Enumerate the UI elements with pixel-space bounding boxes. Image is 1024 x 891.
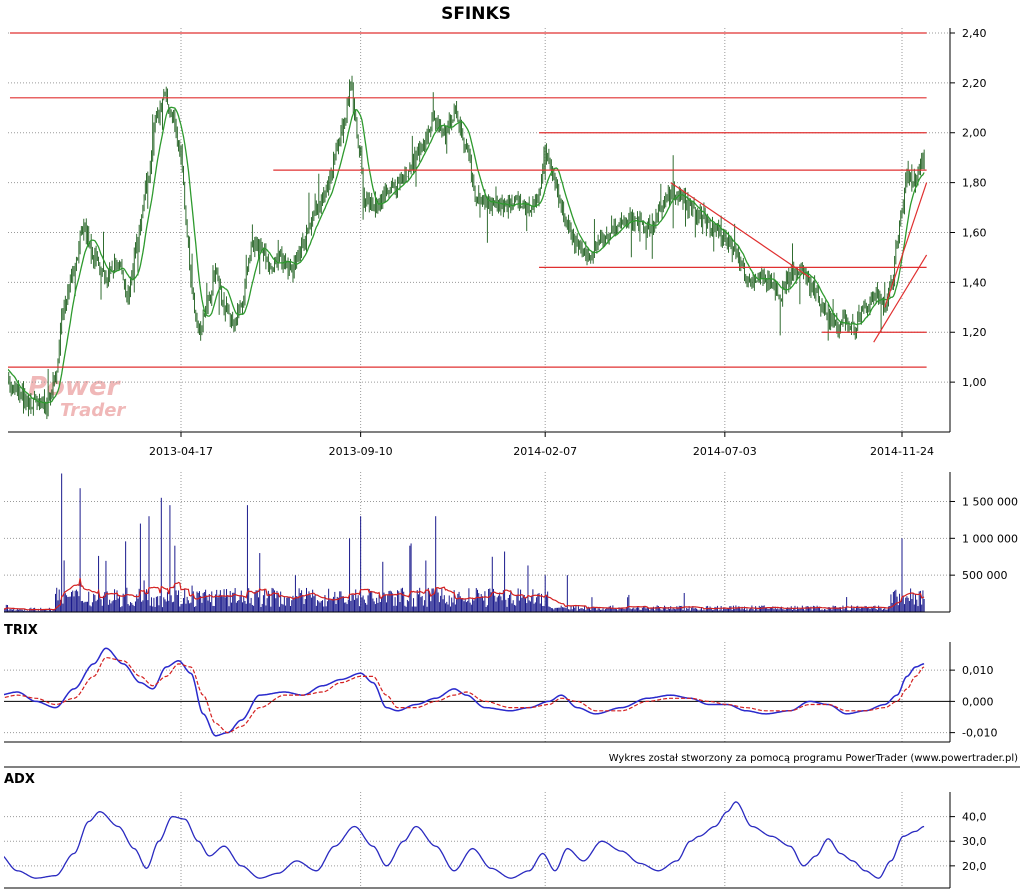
price-panel: 2013-04-17 2013-09-10 2014-02-07 2014-07-03… <box>8 27 987 458</box>
trend-line <box>873 254 928 343</box>
y-tick-label: 500 000 <box>962 569 1008 582</box>
y-tick-label: 2,40 <box>962 27 987 40</box>
y-tick-label: 1 500 000 <box>962 495 1018 508</box>
y-tick-label: 1,60 <box>962 226 987 239</box>
chart-title: SFINKS <box>441 4 511 24</box>
x-tick-label: 2013-09-10 <box>329 445 393 458</box>
x-tick-label: 2014-07-03 <box>693 445 757 458</box>
y-tick-label: 0,000 <box>962 695 994 708</box>
volume-panel: 500 000 1 000 000 1 500 000 <box>4 472 1018 613</box>
x-tick-label: 2014-02-07 <box>513 445 577 458</box>
price-x-ticks: 2013-04-17 2013-09-10 2014-02-07 2014-07-03… <box>149 432 934 458</box>
y-tick-label: 1,40 <box>962 276 987 289</box>
y-tick-label: 2,00 <box>962 127 987 140</box>
volume-y-ticks: 500 000 1 000 000 1 500 000 <box>950 495 1018 582</box>
trix-lines <box>4 647 925 737</box>
watermark-trader: Trader <box>60 400 126 421</box>
adx-y-ticks: 20,0 30,0 40,0 <box>950 811 987 873</box>
price-trendlines <box>8 32 928 368</box>
y-tick-label: 1,80 <box>962 177 987 190</box>
price-moving-average <box>8 106 925 404</box>
trend-line <box>884 182 928 308</box>
volume-grid <box>4 472 950 612</box>
trix-grid <box>4 642 950 742</box>
y-tick-label: 1 000 000 <box>962 532 1018 545</box>
trix-panel: TRIX -0,010 0,000 0,010 Wykres został stwo… <box>4 623 1020 768</box>
y-tick-label: 30,0 <box>962 835 987 848</box>
volume-bars <box>4 473 925 612</box>
y-tick-label: 40,0 <box>962 811 987 824</box>
trix-line <box>4 647 925 737</box>
trix-signal-line <box>4 656 925 734</box>
price-y-ticks: 1,00 1,20 1,40 1,60 1,80 2,00 2,20 2,40 <box>950 27 987 389</box>
trix-y-ticks: -0,010 0,000 0,010 <box>950 664 997 740</box>
x-tick-label: 2013-04-17 <box>149 445 213 458</box>
volume-moving-average <box>4 578 925 611</box>
adx-panel: ADX 20,0 30,0 40,0 <box>4 772 987 889</box>
trend-line <box>670 182 811 278</box>
y-tick-label: 20,0 <box>962 860 987 873</box>
y-tick-label: 1,20 <box>962 326 987 339</box>
credit-text: Wykres został stworzony za pomocą progra… <box>609 753 1018 764</box>
adx-line <box>4 801 925 879</box>
y-tick-label: 1,00 <box>962 376 987 389</box>
adx-title: ADX <box>4 772 35 787</box>
price-grid <box>8 28 950 432</box>
trix-title: TRIX <box>4 623 38 638</box>
price-marks <box>8 75 925 420</box>
adx-line-path <box>4 801 925 879</box>
y-tick-label: 2,20 <box>962 77 987 90</box>
y-tick-label: 0,010 <box>962 664 994 677</box>
adx-grid <box>4 792 950 888</box>
y-tick-label: -0,010 <box>962 727 997 740</box>
x-tick-label: 2014-11-24 <box>870 445 934 458</box>
